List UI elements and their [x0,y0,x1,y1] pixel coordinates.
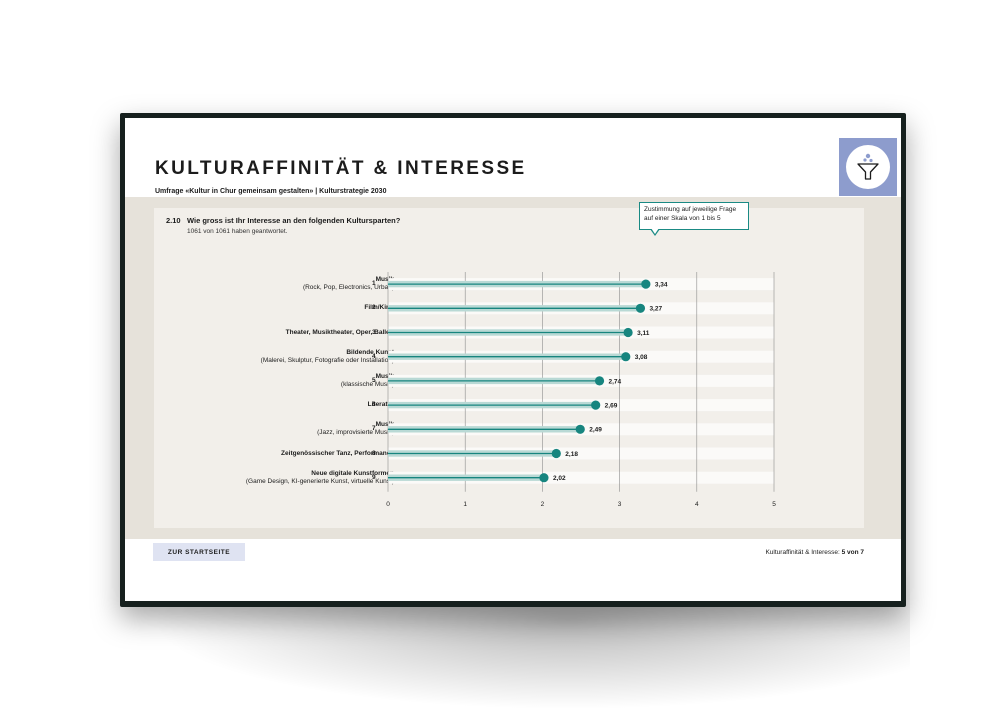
value-label: 3,08 [635,354,648,361]
data-point [591,400,601,410]
category-label: Musik (Jazz, improvisierte Musik) [174,421,394,437]
category-label: Theater, Musiktheater, Oper, Ballett [174,329,394,337]
category-name: Literatur [367,401,394,409]
scale-callout: Zustimmung auf jeweilige Frage auf einer… [639,202,749,236]
data-point [621,352,631,362]
logo-circle [846,145,890,189]
value-label: 3,27 [649,306,662,313]
data-point [594,376,605,386]
rank-number: 1 [372,280,376,288]
page-title: KULTURAFFINITÄT & INTERESSE [155,158,527,179]
x-tick-label: 2 [541,501,545,508]
category-sublabel: (Malerei, Skulptur, Fotografie oder Inst… [260,356,394,364]
section-label: Kulturaffinität & Interesse: [765,549,842,556]
category-name: Musik [375,421,394,429]
x-tick-label: 4 [695,501,699,508]
category-label: Musik (klassische Musik) [174,373,394,389]
rank-number: 6 [372,401,376,409]
category-label: Bildende Kunst (Malerei, Skulptur, Fotogr… [174,349,394,365]
value-label: 2,02 [553,475,566,482]
category-sublabel: (Rock, Pop, Electronics, Urban) [302,284,394,292]
callout-text: Zustimmung auf jeweilige Frage auf einer… [644,206,737,222]
value-label: 2,18 [565,451,578,458]
x-tick-label: 0 [386,501,390,508]
funnel-icon [857,153,879,180]
category-name: Film/Kino [364,304,394,312]
question-text: Wie gross ist Ihr Interesse an den folge… [187,216,401,225]
callout-tail-inner [651,228,659,234]
rank-number: 3 [372,328,376,336]
data-point [575,424,585,434]
category-sublabel: (Jazz, improvisierte Musik) [317,429,394,437]
slide-screen: KULTURAFFINITÄT & INTERESSE Umfrage «Kul… [125,118,901,601]
category-name: Neue digitale Kunstformen [311,469,394,477]
category-name: Bildende Kunst [346,348,394,356]
category-name: Theater, Musiktheater, Oper, Ballett [285,328,394,336]
question-number: 2.10 [166,216,181,225]
value-label: 2,74 [609,378,622,385]
data-point [623,327,633,338]
data-point [551,448,561,459]
x-tick-label: 1 [463,501,467,508]
category-name: Musik [375,372,394,380]
category-label: Literatur [174,401,394,409]
question-panel: 2.10 Wie gross ist Ihr Interesse an den … [154,202,864,528]
page-subtitle: Umfrage «Kultur in Chur gemeinsam gestal… [155,188,387,195]
rank-number: 7 [372,425,376,433]
data-point [539,473,549,483]
data-point [641,279,651,289]
logo [839,138,897,196]
rank-number: 8 [372,449,376,457]
lollipop-chart: 0 1 2 3 4 5 3,34 3,27 3,11 3,08 2,74 2,69 2,49 2,18 2,… [386,272,776,508]
value-label: 2,69 [605,403,618,410]
category-label: Film/Kino [174,304,394,312]
category-sublabel: (klassische Musik) [340,380,394,388]
response-count: 1061 von 1061 haben geantwortet. [187,228,288,235]
rank-number: 5 [372,376,376,384]
category-label: Neue digitale Kunstformen (Game Design, K… [174,470,394,486]
category-name: Musik [375,276,394,284]
category-sublabel: (Game Design, KI-generierte Kunst, virtu… [245,477,394,485]
value-label: 3,34 [655,282,668,289]
x-tick-label: 5 [772,501,776,508]
rank-number: 9 [372,473,376,481]
data-point [635,303,646,313]
value-label: 3,11 [637,330,650,337]
category-label: Musik (Rock, Pop, Electronics, Urban) [174,276,394,292]
category-name: Zeitgenössischer Tanz, Performance [281,449,394,457]
value-label: 2,49 [589,427,602,434]
page-count: 5 von 7 [841,549,864,556]
rank-number: 4 [372,352,376,360]
rank-number: 2 [372,304,376,312]
home-button[interactable]: ZUR STARTSEITE [153,543,245,561]
page-indicator: Kulturaffinität & Interesse: 5 von 7 [765,549,864,556]
category-label: Zeitgenössischer Tanz, Performance [174,450,394,458]
x-tick-label: 3 [618,501,622,508]
